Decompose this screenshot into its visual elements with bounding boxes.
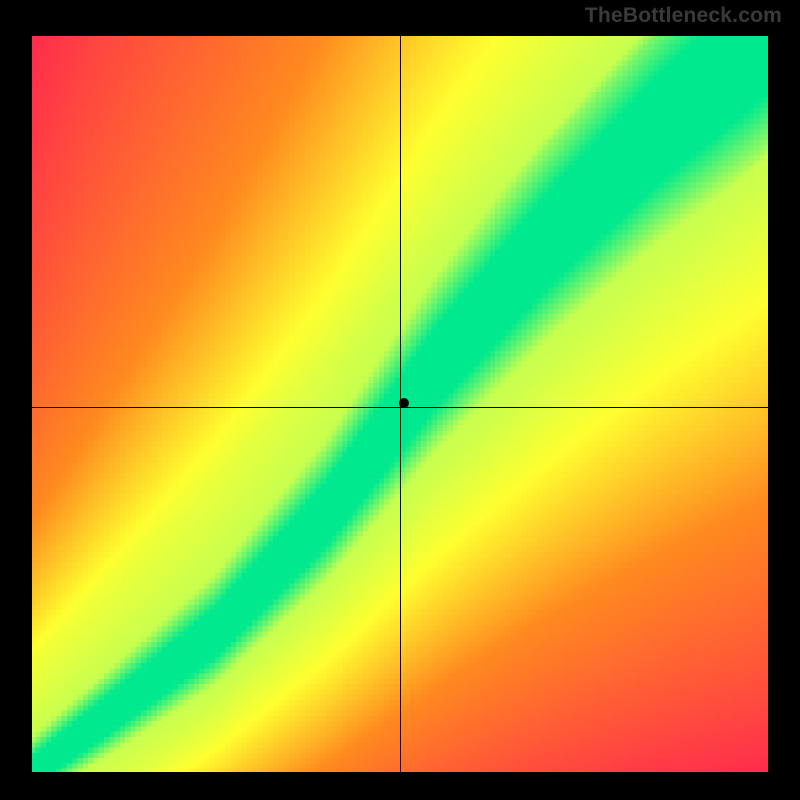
heatmap-plot bbox=[30, 34, 770, 774]
crosshair-marker bbox=[399, 398, 409, 408]
page-root: { "watermark": { "text": "TheBottleneck.… bbox=[0, 0, 800, 800]
watermark-text: TheBottleneck.com bbox=[585, 4, 782, 28]
